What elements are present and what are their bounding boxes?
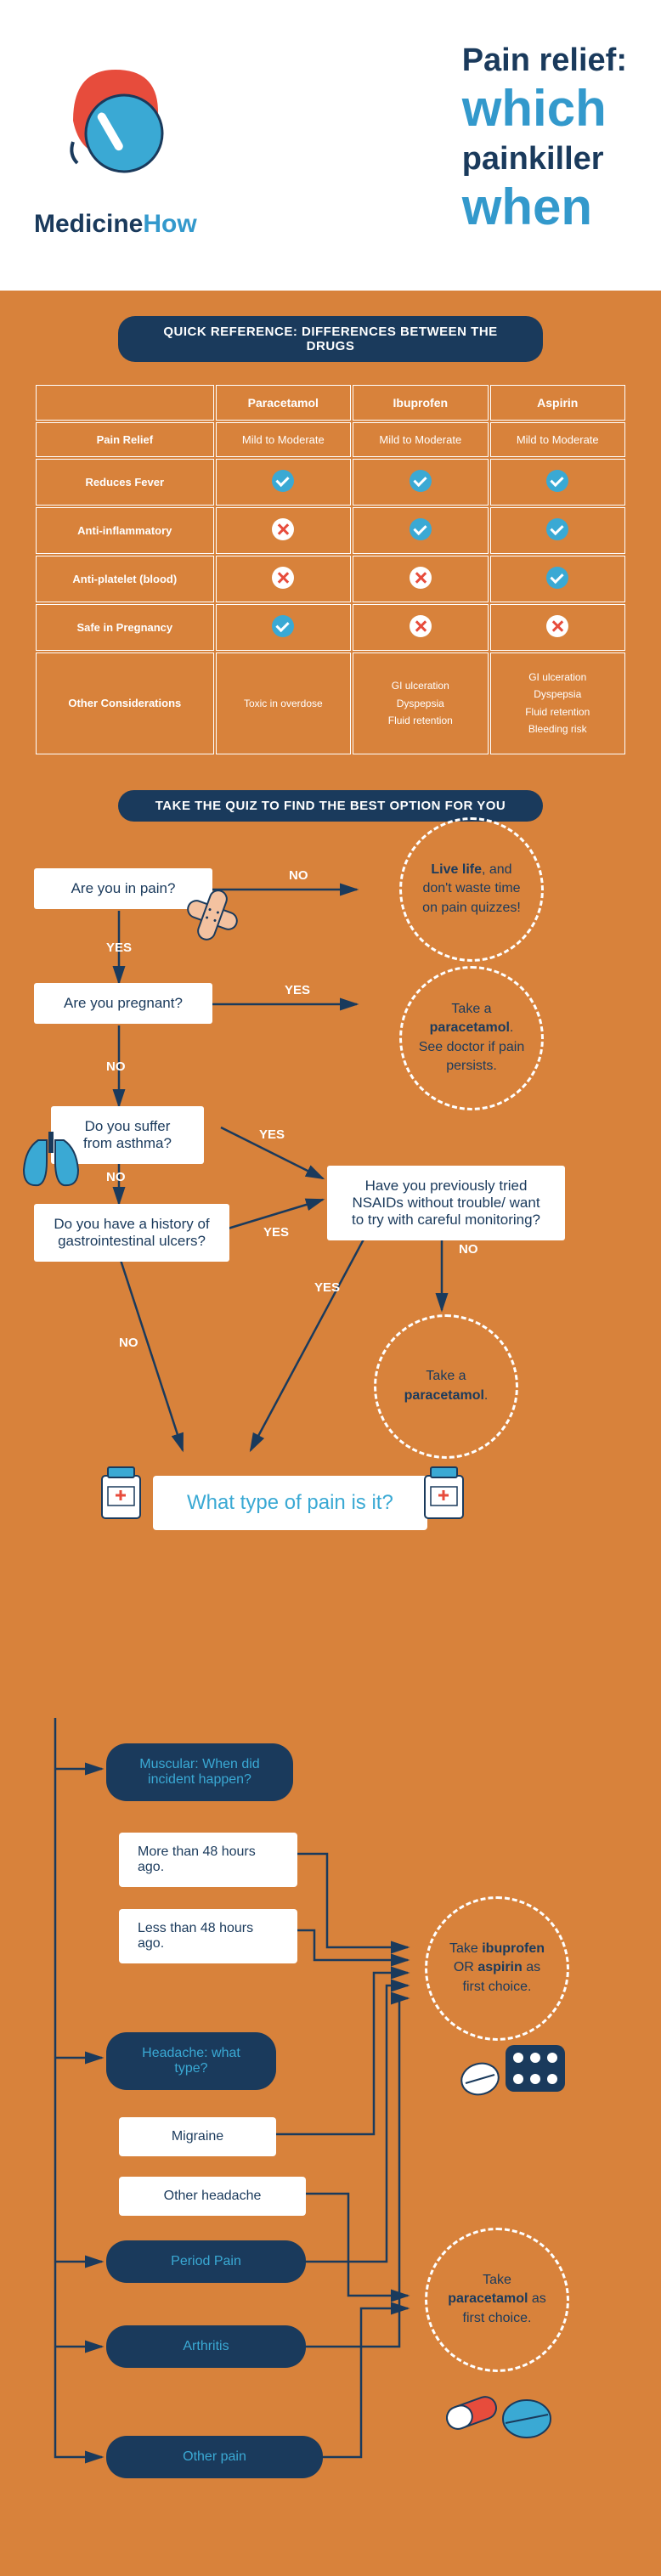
bottle-icon-left (98, 1463, 144, 1527)
bandage-icon (183, 885, 242, 945)
table-cell (216, 507, 351, 554)
node-more48: More than 48 hours ago. (119, 1833, 297, 1887)
node-period: Period Pain (106, 2240, 306, 2283)
title-line2: which (462, 83, 627, 134)
cross-icon (410, 615, 432, 637)
check-icon (410, 470, 432, 492)
cross-icon (546, 615, 568, 637)
title-area: Pain relief: which painkiller when (462, 42, 627, 240)
label-yes3: YES (259, 1127, 285, 1142)
table-cell (216, 604, 351, 651)
label-no3: NO (106, 1170, 126, 1184)
node-arthritis: Arthritis (106, 2325, 306, 2368)
quiz-flowchart: Are you in pain? NO Live life, and don't… (34, 843, 627, 1692)
table-cell (490, 604, 626, 651)
table-cell: GI ulcerationDyspepsiaFluid retentionBle… (490, 652, 626, 754)
check-icon (546, 567, 568, 589)
check-icon (272, 470, 294, 492)
lungs-icon (17, 1127, 85, 1195)
table-cell (353, 459, 488, 506)
table-cell (353, 507, 488, 554)
label-yes: YES (106, 941, 132, 955)
table-row: Anti-platelet (blood) (36, 556, 625, 602)
node-otherpain: Other pain (106, 2436, 323, 2478)
title-line1: Pain relief: (462, 42, 627, 79)
brand-text: MedicineHow (34, 210, 197, 239)
node-less48: Less than 48 hours ago. (119, 1909, 297, 1963)
logo-pill-icon (39, 44, 192, 197)
q-ulcers: Do you have a history of gastrointestina… (34, 1204, 229, 1262)
banner-quickref: QUICK REFERENCE: DIFFERENCES BETWEEN THE… (118, 316, 543, 362)
table-row: Other ConsiderationsToxic in overdoseGI … (36, 652, 625, 754)
result-ibuprofen-aspirin: Take ibuprofen OR aspirin as first choic… (425, 1896, 569, 2041)
flow-connectors (34, 843, 627, 1692)
main-content: QUICK REFERENCE: DIFFERENCES BETWEEN THE… (0, 291, 661, 2576)
title-line4: when (462, 182, 627, 233)
logo-area: MedicineHow (34, 44, 197, 239)
col-aspirin: Aspirin (490, 385, 626, 421)
label-no2: NO (106, 1059, 126, 1074)
row-label: Pain Relief (36, 422, 214, 457)
row-label: Other Considerations (36, 652, 214, 754)
row-label: Safe in Pregnancy (36, 604, 214, 651)
table-cell: Mild to Moderate (216, 422, 351, 457)
table-cell (216, 556, 351, 602)
label-no5: NO (119, 1336, 138, 1350)
capsules-icon (438, 2376, 565, 2457)
table-cell (353, 604, 488, 651)
result-livelife: Live life, and don't waste time on pain … (399, 817, 544, 962)
paintype-flowchart: Muscular: When did incident happen? More… (34, 1718, 627, 2525)
q-nsaids: Have you previously tried NSAIDs without… (327, 1166, 565, 1240)
cross-icon (410, 567, 432, 589)
table-row: Reduces Fever (36, 459, 625, 506)
cross-icon (272, 567, 294, 589)
node-headache: Headache: what type? (106, 2032, 276, 2090)
brand-a: Medicine (34, 210, 143, 238)
pills-pack-icon (459, 2037, 569, 2109)
node-otherhead: Other headache (119, 2177, 306, 2216)
table-cell: Mild to Moderate (353, 422, 488, 457)
banner-quiz: TAKE THE QUIZ TO FIND THE BEST OPTION FO… (118, 790, 543, 822)
table-cell (490, 556, 626, 602)
check-icon (546, 518, 568, 540)
table-cell: GI ulcerationDyspepsiaFluid retention (353, 652, 488, 754)
check-icon (272, 615, 294, 637)
bottle-icon-right (421, 1463, 467, 1527)
q-paintype: What type of pain is it? (153, 1476, 427, 1530)
label-yes2: YES (285, 983, 310, 997)
table-cell (216, 459, 351, 506)
label-no: NO (289, 868, 308, 883)
check-icon (546, 470, 568, 492)
cross-icon (272, 518, 294, 540)
table-row: Safe in Pregnancy (36, 604, 625, 651)
node-muscular: Muscular: When did incident happen? (106, 1743, 293, 1801)
label-yes5: YES (314, 1280, 340, 1295)
table-cell (490, 507, 626, 554)
result-paracetamol-1: Take a paracetamol. See doctor if pain p… (399, 966, 544, 1110)
table-row: Anti-inflammatory (36, 507, 625, 554)
result-paracetamol-first: Take paracetamol as first choice. (425, 2228, 569, 2372)
table-cell: Mild to Moderate (490, 422, 626, 457)
title-line3: painkiller (462, 141, 627, 178)
table-corner (36, 385, 214, 421)
table-cell (353, 556, 488, 602)
node-migraine: Migraine (119, 2117, 276, 2156)
col-ibuprofen: Ibuprofen (353, 385, 488, 421)
label-no4: NO (459, 1242, 478, 1257)
row-label: Anti-inflammatory (36, 507, 214, 554)
comparison-table: Paracetamol Ibuprofen Aspirin Pain Relie… (34, 383, 627, 756)
q-pregnant: Are you pregnant? (34, 983, 212, 1024)
table-cell (490, 459, 626, 506)
table-header-row: Paracetamol Ibuprofen Aspirin (36, 385, 625, 421)
label-yes4: YES (263, 1225, 289, 1240)
table-row: Pain ReliefMild to ModerateMild to Moder… (36, 422, 625, 457)
col-paracetamol: Paracetamol (216, 385, 351, 421)
brand-b: How (143, 210, 196, 238)
header: MedicineHow Pain relief: which painkille… (0, 0, 661, 291)
table-cell: Toxic in overdose (216, 652, 351, 754)
result-paracetamol-2: Take a paracetamol. (374, 1314, 518, 1459)
row-label: Anti-platelet (blood) (36, 556, 214, 602)
row-label: Reduces Fever (36, 459, 214, 506)
check-icon (410, 518, 432, 540)
